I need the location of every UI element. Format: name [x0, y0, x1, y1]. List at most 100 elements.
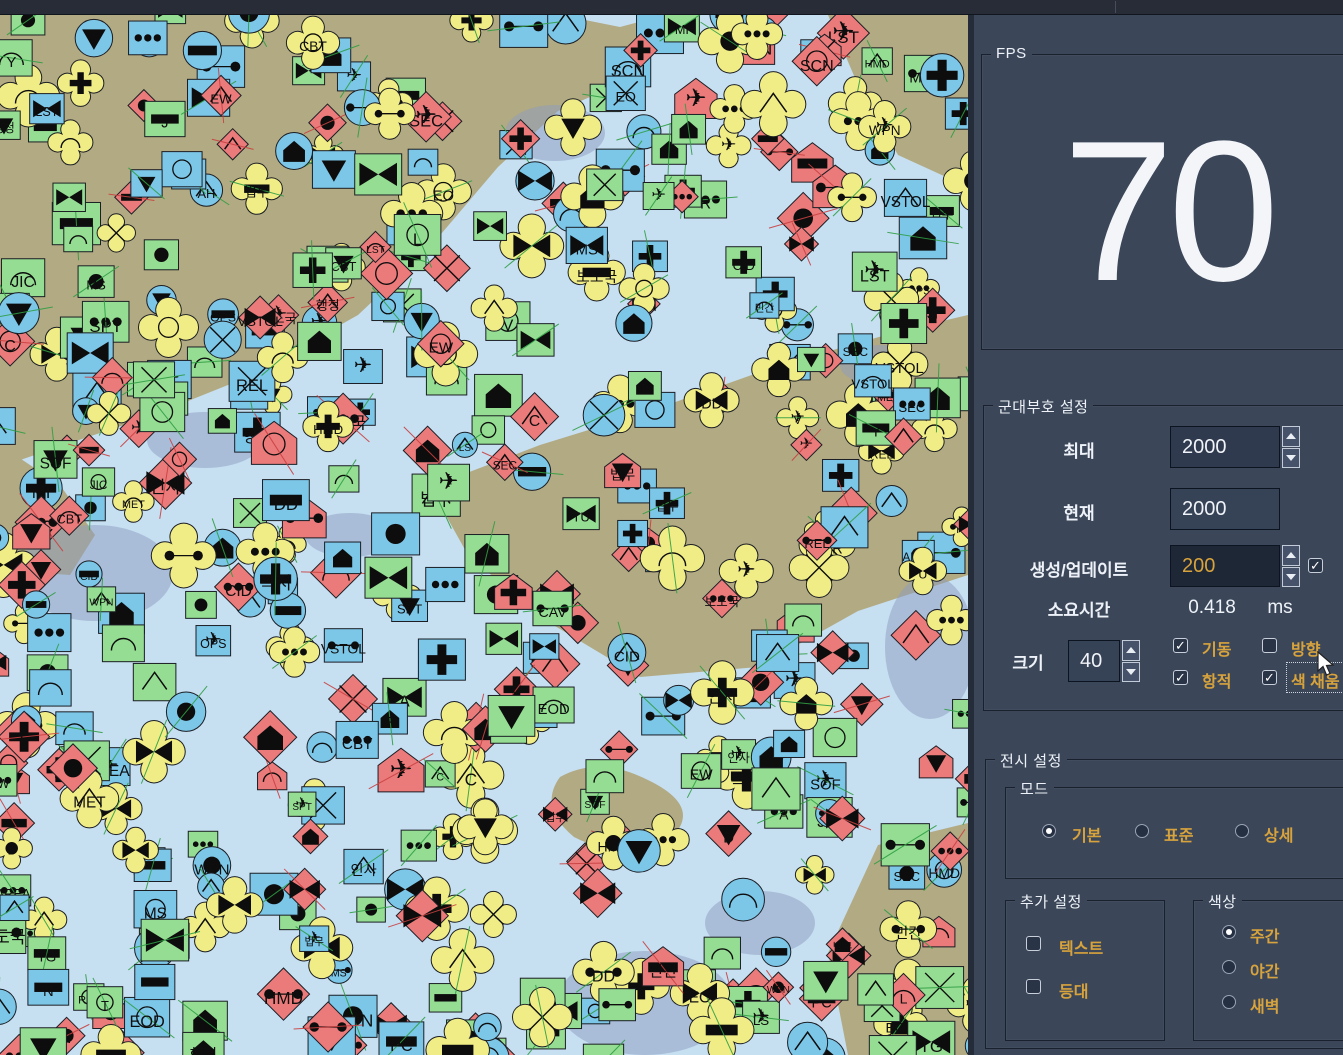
current-field[interactable]: 2000 — [1170, 488, 1280, 530]
lighthouse-checkbox[interactable] — [1026, 979, 1041, 994]
size-spin-down-button[interactable] — [1122, 661, 1140, 682]
svg-text:OPS: OPS — [210, 310, 236, 324]
svg-text:SPT: SPT — [292, 802, 311, 813]
elapsed-label: 소요시간 — [1047, 601, 1111, 620]
color-group-label: 색상 — [1203, 891, 1242, 912]
mode-group-label: 모드 — [1015, 778, 1054, 799]
spawn-enable-checkbox[interactable] — [1308, 558, 1323, 573]
svg-text:행정: 행정 — [316, 298, 340, 313]
heading-checkbox[interactable] — [1262, 638, 1277, 653]
spawn-spin-up-button[interactable] — [1282, 545, 1300, 566]
max-spin-down-button[interactable] — [1282, 447, 1300, 468]
svg-text:LST: LST — [35, 105, 58, 119]
color-dawn-radio[interactable] — [1222, 995, 1236, 1009]
svg-text:MET: MET — [73, 795, 105, 812]
max-value: 2000 — [1182, 435, 1227, 458]
max-spinbox[interactable]: 2000 — [1170, 426, 1280, 468]
spawn-label: 생성/업데이트 — [1029, 561, 1129, 580]
color-fill-checkbox[interactable] — [1262, 670, 1277, 685]
mode-standard-label: 표준 — [1164, 828, 1194, 845]
svg-text:MET: MET — [122, 499, 145, 511]
svg-text:CID: CID — [80, 571, 99, 583]
svg-text:J: J — [161, 116, 168, 132]
color-night-label: 야간 — [1250, 964, 1280, 981]
spawn-value: 200 — [1182, 554, 1216, 577]
svg-text:LS: LS — [753, 1013, 769, 1028]
svg-text:MI: MI — [32, 483, 51, 502]
svg-text:VSTOL: VSTOL — [851, 377, 894, 392]
color-day-radio[interactable] — [1222, 925, 1236, 939]
mode-detail-radio[interactable] — [1235, 824, 1249, 838]
display-settings-group-label: 전시 설정 — [995, 750, 1067, 771]
max-spin-up-button[interactable] — [1282, 426, 1300, 447]
spawn-spinbox[interactable]: 200 — [1170, 545, 1280, 587]
elapsed-value: 0.418 — [1188, 597, 1236, 618]
svg-text:Y: Y — [6, 54, 16, 71]
svg-text:EO: EO — [433, 188, 454, 204]
current-value: 2000 — [1182, 497, 1227, 520]
svg-text:V: V — [794, 415, 802, 427]
svg-text:✈: ✈ — [439, 468, 459, 495]
svg-text:법무: 법무 — [244, 185, 269, 200]
svg-text:CBT: CBT — [299, 38, 327, 54]
spawn-spin-down-button[interactable] — [1282, 566, 1300, 587]
map-viewport[interactable]: H✈AREA인사복지SPT✈JISECOPSTHMDWPN법무AHMCCOPSH… — [0, 15, 974, 1055]
color-day-label: 주간 — [1250, 929, 1280, 946]
svg-text:TU: TU — [10, 1053, 29, 1055]
svg-text:TG: TG — [919, 1037, 943, 1055]
svg-text:REL: REL — [236, 377, 268, 395]
svg-text:DD: DD — [701, 397, 722, 413]
size-spinbox[interactable]: 40 — [1068, 640, 1120, 682]
extra-settings-group-label: 추가 설정 — [1015, 891, 1087, 912]
maneuver-checkbox[interactable] — [1173, 638, 1188, 653]
svg-text:VSTOL: VSTOL — [237, 313, 283, 329]
color-night-radio[interactable] — [1222, 960, 1236, 974]
svg-text:법무: 법무 — [305, 936, 325, 948]
track-label: 항적 — [1202, 674, 1232, 691]
svg-text:LST: LST — [366, 245, 385, 256]
text-label: 텍스트 — [1059, 941, 1104, 958]
svg-text:C: C — [436, 771, 444, 783]
svg-text:L: L — [413, 230, 422, 249]
svg-text:SEC: SEC — [898, 400, 926, 415]
svg-text:R: R — [641, 382, 650, 396]
text-checkbox[interactable] — [1026, 936, 1041, 951]
mode-basic-radio[interactable] — [1042, 824, 1056, 838]
svg-text:EW: EW — [429, 340, 454, 357]
track-checkbox[interactable] — [1173, 670, 1188, 685]
svg-text:JIC: JIC — [90, 479, 108, 492]
svg-text:✈: ✈ — [752, 1005, 770, 1028]
svg-text:SEC: SEC — [493, 458, 518, 472]
svg-text:WPN: WPN — [89, 597, 113, 608]
svg-text:HMD: HMD — [264, 989, 303, 1008]
svg-text:EOD: EOD — [538, 702, 570, 718]
svg-text:Z: Z — [876, 147, 883, 160]
mode-standard-radio[interactable] — [1135, 824, 1149, 838]
svg-text:VSTOL: VSTOL — [881, 194, 931, 211]
fps-group-label: FPS — [991, 45, 1032, 62]
svg-text:✈: ✈ — [295, 795, 308, 812]
svg-text:✈: ✈ — [205, 629, 222, 651]
svg-text:REL: REL — [804, 536, 829, 551]
svg-text:민간: 민간 — [755, 303, 775, 315]
svg-text:DD: DD — [592, 968, 615, 986]
svg-text:OPS: OPS — [200, 637, 226, 651]
svg-text:CID: CID — [733, 258, 755, 273]
svg-text:JIC: JIC — [11, 274, 35, 291]
svg-text:법무: 법무 — [610, 467, 635, 482]
down-arrow-icon — [1126, 668, 1136, 675]
svg-text:C: C — [529, 413, 540, 430]
svg-text:A: A — [399, 694, 410, 711]
svg-text:HMD: HMD — [313, 422, 343, 437]
svg-text:PC: PC — [390, 1037, 413, 1055]
svg-text:HMD: HMD — [928, 865, 960, 881]
svg-text:MS: MS — [86, 277, 106, 292]
size-spin-up-button[interactable] — [1122, 640, 1140, 661]
svg-text:JI: JI — [927, 307, 938, 323]
svg-text:C: C — [4, 337, 16, 355]
max-label: 최대 — [1063, 442, 1095, 461]
svg-text:✈: ✈ — [307, 928, 321, 947]
svg-text:CID: CID — [614, 648, 640, 665]
color-groupbox: 색상 — [1193, 891, 1343, 1041]
svg-text:V: V — [503, 318, 514, 335]
